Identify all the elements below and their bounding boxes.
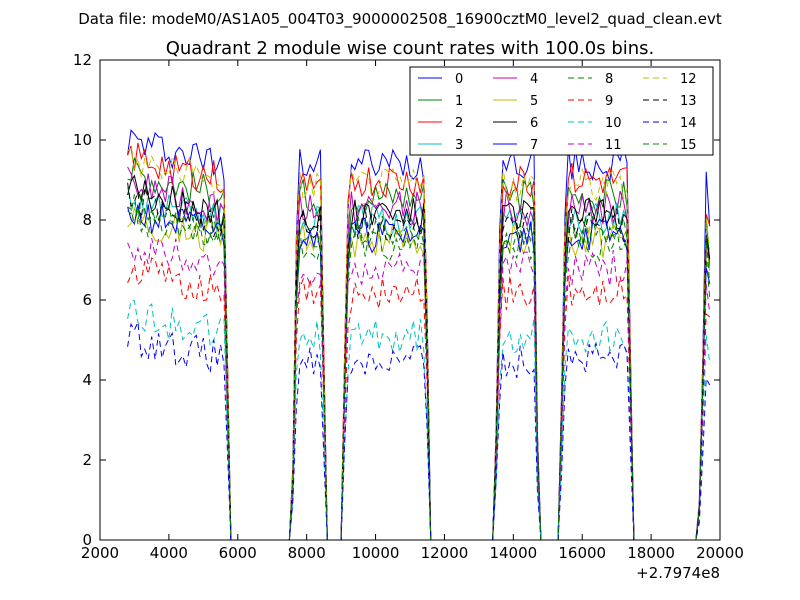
series-line-10	[127, 300, 711, 541]
x-tick-label: 20000	[696, 544, 744, 562]
y-tick-label: 12	[73, 51, 92, 69]
series-line-9	[127, 257, 711, 541]
x-offset-label: +2.7974e8	[636, 564, 720, 582]
legend-label-10: 10	[605, 116, 622, 131]
y-tick-label: 6	[82, 291, 92, 309]
legend-label-5: 5	[530, 94, 538, 109]
x-tick-label: 10000	[352, 544, 400, 562]
x-tick-label: 12000	[421, 544, 469, 562]
legend-label-1: 1	[455, 94, 463, 109]
legend-label-6: 6	[530, 116, 538, 131]
legend-label-12: 12	[680, 72, 697, 87]
legend-label-9: 9	[605, 94, 613, 109]
legend-label-8: 8	[605, 72, 613, 87]
series-line-13	[127, 182, 711, 541]
x-tick-label: 18000	[627, 544, 675, 562]
legend-label-4: 4	[530, 72, 538, 87]
series-line-15	[127, 193, 711, 541]
y-tick-label: 0	[82, 531, 92, 549]
axis-ticks: 2000 4000 6000 8000 10000 12000 14000 16000 1800…	[73, 51, 744, 562]
x-tick-label: 2000	[81, 544, 119, 562]
x-tick-label: 14000	[489, 544, 537, 562]
x-tick-label: 16000	[558, 544, 606, 562]
y-tick-label: 8	[82, 211, 92, 229]
x-tick-label: 4000	[150, 544, 188, 562]
y-tick-label: 4	[82, 371, 92, 389]
chart-title: Quadrant 2 module wise count rates with …	[166, 38, 655, 59]
legend-label-15: 15	[680, 138, 697, 153]
legend-label-2: 2	[455, 116, 463, 131]
legend-label-7: 7	[530, 138, 538, 153]
legend-label-11: 11	[605, 138, 622, 153]
x-tick-label: 8000	[288, 544, 326, 562]
legend-label-0: 0	[455, 72, 463, 87]
y-tick-label: 10	[73, 131, 92, 149]
legend-label-3: 3	[455, 138, 463, 153]
legend-box	[409, 66, 714, 156]
legend-label-14: 14	[680, 116, 697, 131]
legend-label-13: 13	[680, 94, 697, 109]
x-tick-label: 6000	[219, 544, 257, 562]
figure-suptitle: Data file: modeM0/AS1A05_004T03_90000025…	[78, 10, 722, 29]
y-tick-label: 2	[82, 451, 92, 469]
plot-lines	[127, 129, 711, 541]
series-line-14	[127, 320, 711, 541]
